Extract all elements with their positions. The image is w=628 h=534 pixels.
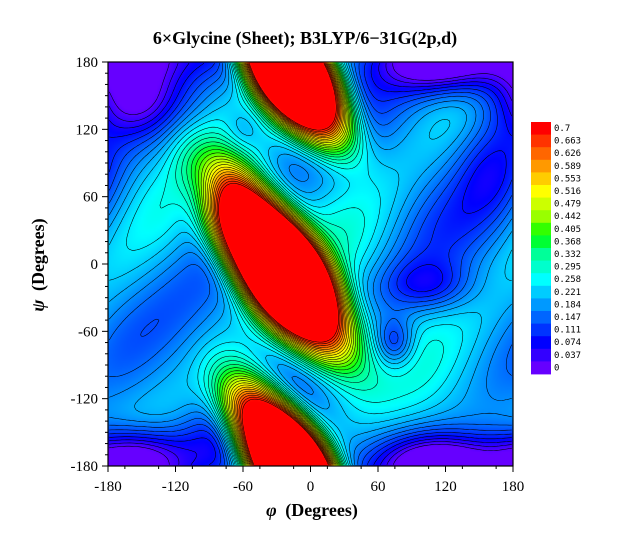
y-tick-label: -60 [78, 324, 98, 340]
y-axis-label: ψ (Degrees) [28, 218, 49, 311]
contour-line [218, 63, 339, 465]
x-axis-unit: (Degrees) [285, 500, 358, 521]
colorbar-label: 0.516 [554, 187, 581, 197]
colorbar-swatch [531, 172, 551, 186]
colorbar-label: 0 [554, 363, 559, 373]
y-axis-unit: (Degrees) [28, 218, 49, 291]
contour-line [109, 62, 512, 465]
colorbar-label: 0.553 [554, 174, 581, 184]
contour-line [200, 63, 356, 465]
colorbar-label: 0.7 [554, 124, 570, 134]
chart-title: 6×Glycine (Sheet); B3LYP/6−31G(2p,d) [153, 28, 457, 49]
contour-line [109, 63, 513, 465]
contour-line [126, 63, 464, 465]
contour-line [211, 63, 346, 465]
colorbar-swatch [531, 159, 551, 173]
x-axis-ticks: -180 -120 -60 0 60 120 180 [94, 466, 524, 495]
contour-line [109, 63, 513, 465]
x-tick-label: 180 [502, 479, 525, 495]
x-tick-label: 0 [307, 479, 315, 495]
colorbar-swatch [531, 185, 551, 198]
contour-line [181, 63, 370, 465]
plot-area [107, 61, 514, 467]
y-axis-symbol: ψ [28, 299, 48, 312]
colorbar-label: 0.074 [554, 338, 581, 348]
colorbar-label: 0.111 [554, 326, 581, 336]
y-tick-label: 120 [76, 122, 99, 138]
contour-line [109, 63, 513, 465]
colorbar-label: 0.295 [554, 263, 581, 273]
y-tick-label: 60 [83, 190, 98, 206]
x-axis-label: φ (Degrees) [266, 500, 358, 521]
contour-line [109, 63, 513, 465]
contour-line [205, 63, 353, 465]
contour-line [159, 63, 444, 465]
colorbar-swatch [531, 235, 551, 249]
colorbar-label: 0.589 [554, 162, 581, 172]
contour-line [186, 63, 366, 465]
contour-line [175, 63, 379, 465]
colorbar-label: 0.184 [554, 300, 581, 310]
colorbar-swatch [531, 273, 551, 287]
colorbar-swatch [531, 285, 551, 299]
contour-line [109, 63, 513, 465]
colorbar-label: 0.221 [554, 288, 581, 298]
contour-line [109, 63, 513, 465]
y-tick-label: 0 [91, 257, 99, 273]
colorbar-swatch [531, 348, 551, 362]
y-tick-label: -120 [71, 392, 99, 408]
colorbar-label: 0.037 [554, 351, 581, 361]
colorbar-swatch [531, 222, 551, 236]
colorbar-swatch [531, 298, 551, 312]
colorbar-label: 0.405 [554, 225, 581, 235]
contour-line [194, 63, 361, 465]
contour-line [209, 63, 348, 465]
colorbar-swatch [531, 122, 551, 135]
colorbar-label: 0.368 [554, 237, 581, 247]
x-tick-label: -180 [94, 479, 122, 495]
contour-line [203, 63, 354, 465]
colorbar-label: 0.479 [554, 200, 581, 210]
colorbar-label: 0.332 [554, 250, 581, 260]
y-axis-ticks: 180 120 60 0 -60 -120 -180 [71, 55, 108, 475]
contour-line [214, 63, 344, 465]
colorbar-swatch [531, 311, 551, 324]
contour-line [206, 63, 351, 465]
contour-line [109, 63, 513, 465]
colorbar-label: 0.626 [554, 149, 581, 159]
colorbar-swatch [531, 323, 551, 337]
contour-line [109, 63, 513, 465]
colorbar-swatch [531, 210, 551, 224]
colorbar-label: 0.442 [554, 212, 581, 222]
x-tick-label: -120 [162, 479, 190, 495]
contour-line [215, 63, 342, 465]
colorbar-swatch [531, 336, 551, 350]
contour-lines [109, 62, 513, 465]
x-tick-label: 120 [434, 479, 457, 495]
contour-line [190, 63, 363, 465]
colorbar-label: 0.663 [554, 137, 581, 147]
contour-line [212, 63, 345, 465]
contour-line [216, 63, 341, 465]
colorbar-swatch [531, 197, 551, 211]
x-tick-label: -60 [233, 479, 253, 495]
colorbar-legend: 0.7 0.663 0.626 0.589 0.553 0.516 0.479 0.442 0.… [531, 122, 581, 375]
colorbar-label: 0.147 [554, 313, 581, 323]
y-tick-label: 180 [76, 55, 99, 71]
colorbar-swatch [531, 361, 551, 375]
colorbar-swatch [531, 147, 551, 161]
contour-line [198, 63, 358, 465]
x-tick-label: 60 [371, 479, 386, 495]
colorbar-swatch [531, 248, 551, 261]
y-tick-label: -180 [71, 459, 99, 475]
colorbar-swatch [531, 134, 551, 148]
colorbar-label: 0.258 [554, 275, 581, 285]
contour-line [109, 63, 513, 465]
contour-line [208, 63, 349, 465]
colorbar-swatch [531, 260, 551, 274]
x-axis-symbol: φ [266, 500, 277, 520]
